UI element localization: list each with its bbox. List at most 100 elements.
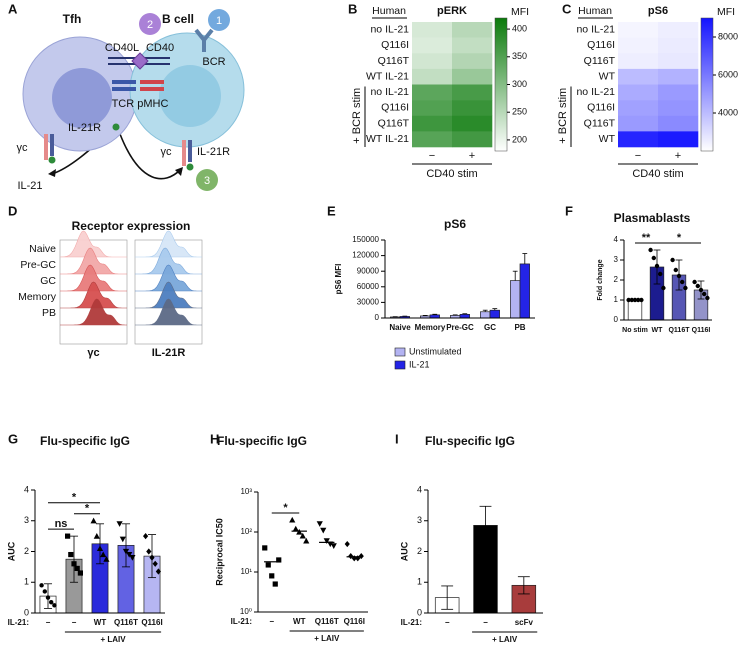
- gamma-c: [182, 140, 186, 166]
- significance-label: *: [283, 502, 288, 514]
- x-tick-label: Pre-GC: [446, 323, 474, 332]
- ridge-column-label: γc: [87, 347, 99, 359]
- x-tick-label: No stim: [622, 327, 648, 334]
- x-tick-label: Q116T: [315, 617, 339, 626]
- colorbar-tick-label: 200: [512, 134, 527, 144]
- heatmap-cell: [452, 131, 492, 147]
- bar: [510, 281, 520, 318]
- y-tick-label: 3: [417, 515, 422, 525]
- error-bar: [522, 254, 527, 264]
- heatmap-cell: [658, 116, 698, 132]
- point: [699, 288, 703, 292]
- x-tick-label: −: [72, 618, 77, 627]
- y-tick-label: 0: [24, 607, 29, 617]
- x-tick-label: −: [269, 617, 274, 626]
- y-axis-label: AUC: [6, 541, 16, 561]
- colorbar-tick-label: 6000: [718, 69, 738, 79]
- colorbar-title: MFI: [511, 6, 529, 18]
- colorbar-title: MFI: [717, 6, 735, 18]
- point: [269, 573, 274, 578]
- point: [78, 570, 83, 575]
- point: [639, 298, 643, 302]
- heatmap-cell: [452, 22, 492, 38]
- legend-swatch: [395, 361, 405, 369]
- x-tick-label: −: [46, 618, 51, 627]
- point: [49, 600, 53, 604]
- y-axis-label: pS6 MFI: [334, 264, 343, 295]
- point: [117, 521, 123, 527]
- arrowhead: [175, 167, 183, 176]
- group-label: + LAIV: [100, 635, 126, 643]
- x-tick-label: WT: [94, 618, 107, 627]
- row-label: no IL-21: [370, 86, 409, 98]
- bar: [460, 314, 470, 318]
- point: [674, 268, 678, 272]
- y-tick-label: 120000: [352, 251, 379, 260]
- y-tick-label: 4: [417, 484, 422, 494]
- badge-label: 2: [147, 19, 153, 31]
- heatmap-cell: [452, 116, 492, 132]
- point: [696, 284, 700, 288]
- point: [320, 528, 326, 534]
- arrowhead: [48, 169, 56, 177]
- bar: [490, 310, 500, 318]
- y-tick-label: 10²: [240, 527, 252, 536]
- chart-title: Flu-specific IgG: [425, 434, 515, 448]
- badge-label: 1: [216, 15, 222, 27]
- heatmap-cell: [412, 69, 452, 85]
- x-tick-label: Q116T: [114, 618, 138, 627]
- row-label: no IL-21: [576, 86, 615, 98]
- heatmap-cell: [452, 85, 492, 101]
- y-axis-label: AUC: [399, 541, 409, 561]
- point: [146, 548, 151, 554]
- diagram-label: IL-21R: [197, 146, 230, 158]
- chart-title: pS6: [444, 217, 466, 231]
- significance-label: *: [677, 232, 682, 244]
- row-label: Q116T: [378, 117, 410, 129]
- heatmap-cell: [618, 53, 658, 69]
- x-axis-label: CD40 stim: [426, 168, 477, 180]
- y-tick-label: 0: [614, 315, 619, 324]
- diagram-label: γc: [161, 146, 173, 158]
- tcr: [112, 87, 136, 91]
- panel-label: C: [562, 1, 572, 16]
- colorbar: [495, 18, 507, 151]
- x-tick-label: Naive: [389, 323, 411, 332]
- x-tick-label: Q116I: [344, 617, 365, 626]
- point: [39, 583, 43, 587]
- point: [345, 541, 350, 547]
- panel-label: I: [395, 431, 399, 446]
- diagram-label: CD40L: [105, 42, 139, 54]
- point: [46, 595, 50, 599]
- column-label: −: [429, 150, 435, 162]
- il21r: [188, 140, 192, 162]
- point: [705, 296, 709, 300]
- y-tick-label: 30000: [357, 298, 380, 307]
- x-axis-label: CD40 stim: [632, 168, 683, 180]
- point: [65, 534, 70, 539]
- row-label: WT IL-21: [366, 133, 409, 145]
- y-tick-label: 10¹: [240, 567, 252, 576]
- cell-label: Tfh: [63, 12, 82, 26]
- heatmap-cell: [658, 100, 698, 116]
- y-tick-label: 60000: [357, 282, 380, 291]
- y-tick-label: 0: [375, 313, 380, 322]
- il21: [49, 157, 56, 164]
- colorbar-tick-label: 8000: [718, 31, 738, 41]
- group-label: + BCR stim: [351, 88, 363, 144]
- point: [303, 538, 309, 544]
- y-tick-label: 1: [24, 577, 29, 587]
- legend-label: IL-21: [409, 359, 430, 369]
- y-axis-label: Reciprocal IC50: [214, 518, 224, 586]
- colorbar-tick-label: 400: [512, 23, 527, 33]
- y-tick-label: 4: [24, 484, 29, 494]
- heatmap-cell: [618, 131, 658, 147]
- heatmap-cell: [618, 22, 658, 38]
- ridge-row-label: Naive: [29, 243, 56, 255]
- point: [658, 272, 662, 276]
- y-tick-label: 90000: [357, 266, 380, 275]
- point: [273, 581, 278, 586]
- row-label: Q116I: [587, 39, 615, 51]
- heatmap-cell: [618, 69, 658, 85]
- diagram-label: IL-21: [17, 180, 42, 192]
